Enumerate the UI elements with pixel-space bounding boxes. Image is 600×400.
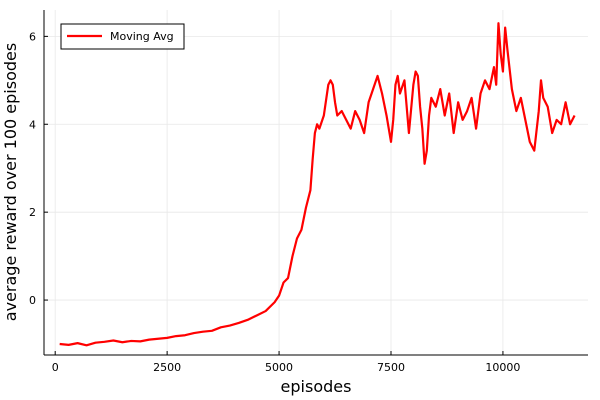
y-tick-label: 6 <box>29 30 36 43</box>
y-axis-label: average reward over 100 episodes <box>1 43 20 321</box>
x-tick-label: 2500 <box>153 361 181 374</box>
x-tick-label: 5000 <box>265 361 293 374</box>
x-tick-label: 7500 <box>377 361 405 374</box>
y-tick-label: 4 <box>29 118 36 131</box>
x-axis-label: episodes <box>281 377 352 396</box>
legend: Moving Avg <box>60 23 185 50</box>
y-tick-label: 0 <box>29 294 36 307</box>
series-line-moving-avg <box>59 22 576 347</box>
axes <box>43 10 588 356</box>
legend-label: Moving Avg <box>110 30 174 43</box>
series-layer <box>59 22 576 347</box>
x-tick-label: 10000 <box>485 361 520 374</box>
x-tick-label: 0 <box>52 361 59 374</box>
y-tick-label: 2 <box>29 206 36 219</box>
tick-labels: 0 2500 5000 7500 10000 0 2 4 6 <box>29 30 520 374</box>
